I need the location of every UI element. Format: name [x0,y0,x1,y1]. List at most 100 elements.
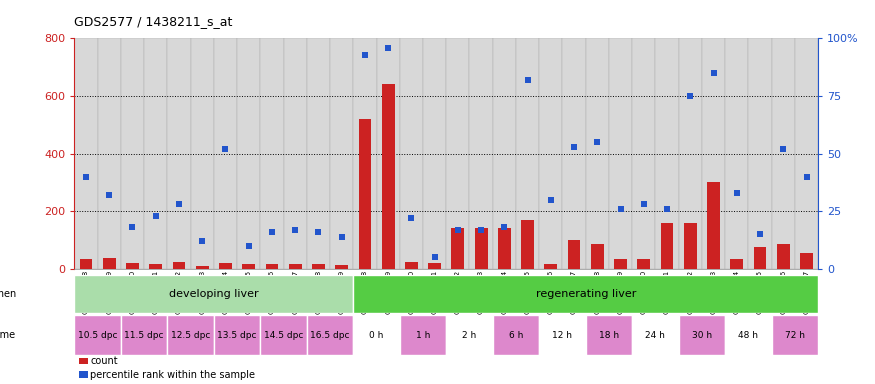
Point [544,197,558,203]
Bar [121,38,144,269]
Point [521,77,535,83]
Point [288,227,302,233]
Bar [423,38,446,269]
Bar [265,264,278,269]
Bar [655,38,679,269]
Point [613,206,627,212]
Bar [446,315,493,355]
Bar [544,265,557,269]
Bar [98,38,121,269]
Bar [632,38,655,269]
Point [195,238,209,244]
Bar [335,265,348,269]
Bar [702,38,725,269]
Point [428,254,442,260]
Point [265,229,279,235]
Bar [679,315,725,355]
Bar [242,265,256,269]
Bar [772,38,794,269]
Text: 12 h: 12 h [552,331,572,339]
Text: developing liver: developing liver [169,289,259,299]
Bar [196,266,208,269]
Bar [330,38,354,269]
Bar [731,259,743,269]
Text: percentile rank within the sample: percentile rank within the sample [90,370,256,380]
Text: 14.5 dpc: 14.5 dpc [264,331,304,339]
Bar [150,264,162,269]
Text: 6 h: 6 h [508,331,523,339]
Bar [74,275,354,313]
Bar [382,84,395,269]
Point [382,45,396,51]
Point [591,139,605,145]
Bar [74,38,98,269]
Bar [359,119,371,269]
Bar [261,315,307,355]
Text: 13.5 dpc: 13.5 dpc [217,331,257,339]
Bar [74,315,121,355]
Bar [498,228,511,269]
Bar [452,228,465,269]
Bar [684,223,696,269]
Point [79,174,93,180]
Point [404,215,418,221]
Bar [772,315,818,355]
Bar [172,263,186,269]
Point [451,227,465,233]
Bar [126,263,139,269]
Text: 16.5 dpc: 16.5 dpc [311,331,350,339]
Point [683,93,697,99]
Point [776,146,790,152]
Point [125,224,139,230]
Bar [167,315,214,355]
Text: 48 h: 48 h [738,331,759,339]
Point [219,146,233,152]
Bar [539,315,585,355]
Point [312,229,326,235]
Bar [400,38,423,269]
Bar [725,315,772,355]
Bar [585,38,609,269]
Point [242,243,256,249]
Text: 10.5 dpc: 10.5 dpc [78,331,117,339]
Text: regenerating liver: regenerating liver [536,289,636,299]
Text: 12.5 dpc: 12.5 dpc [171,331,210,339]
Point [358,51,372,58]
Text: 0 h: 0 h [369,331,384,339]
Bar [191,38,214,269]
Bar [121,315,167,355]
Text: 24 h: 24 h [646,331,665,339]
Text: 11.5 dpc: 11.5 dpc [124,331,164,339]
Point [800,174,814,180]
Text: GDS2577 / 1438211_s_at: GDS2577 / 1438211_s_at [74,15,233,28]
Point [172,201,186,207]
Point [497,224,511,230]
Point [730,190,744,196]
Text: specimen: specimen [0,289,17,299]
Text: 1 h: 1 h [416,331,430,339]
Text: 2 h: 2 h [462,331,477,339]
Point [102,192,116,198]
Bar [307,315,354,355]
Point [753,231,767,237]
Bar [289,264,302,269]
Point [637,201,651,207]
Bar [800,253,813,269]
Bar [707,182,720,269]
Bar [446,38,470,269]
Bar [777,244,789,269]
Bar [725,38,748,269]
Point [567,144,581,150]
Bar [261,38,284,269]
Bar [219,263,232,269]
Bar [591,244,604,269]
Bar [475,228,487,269]
Text: 18 h: 18 h [598,331,619,339]
Bar [563,38,585,269]
Bar [167,38,191,269]
Text: time: time [0,330,17,340]
Bar [753,247,766,269]
Bar [214,38,237,269]
Text: count: count [90,356,118,366]
Bar [516,38,539,269]
